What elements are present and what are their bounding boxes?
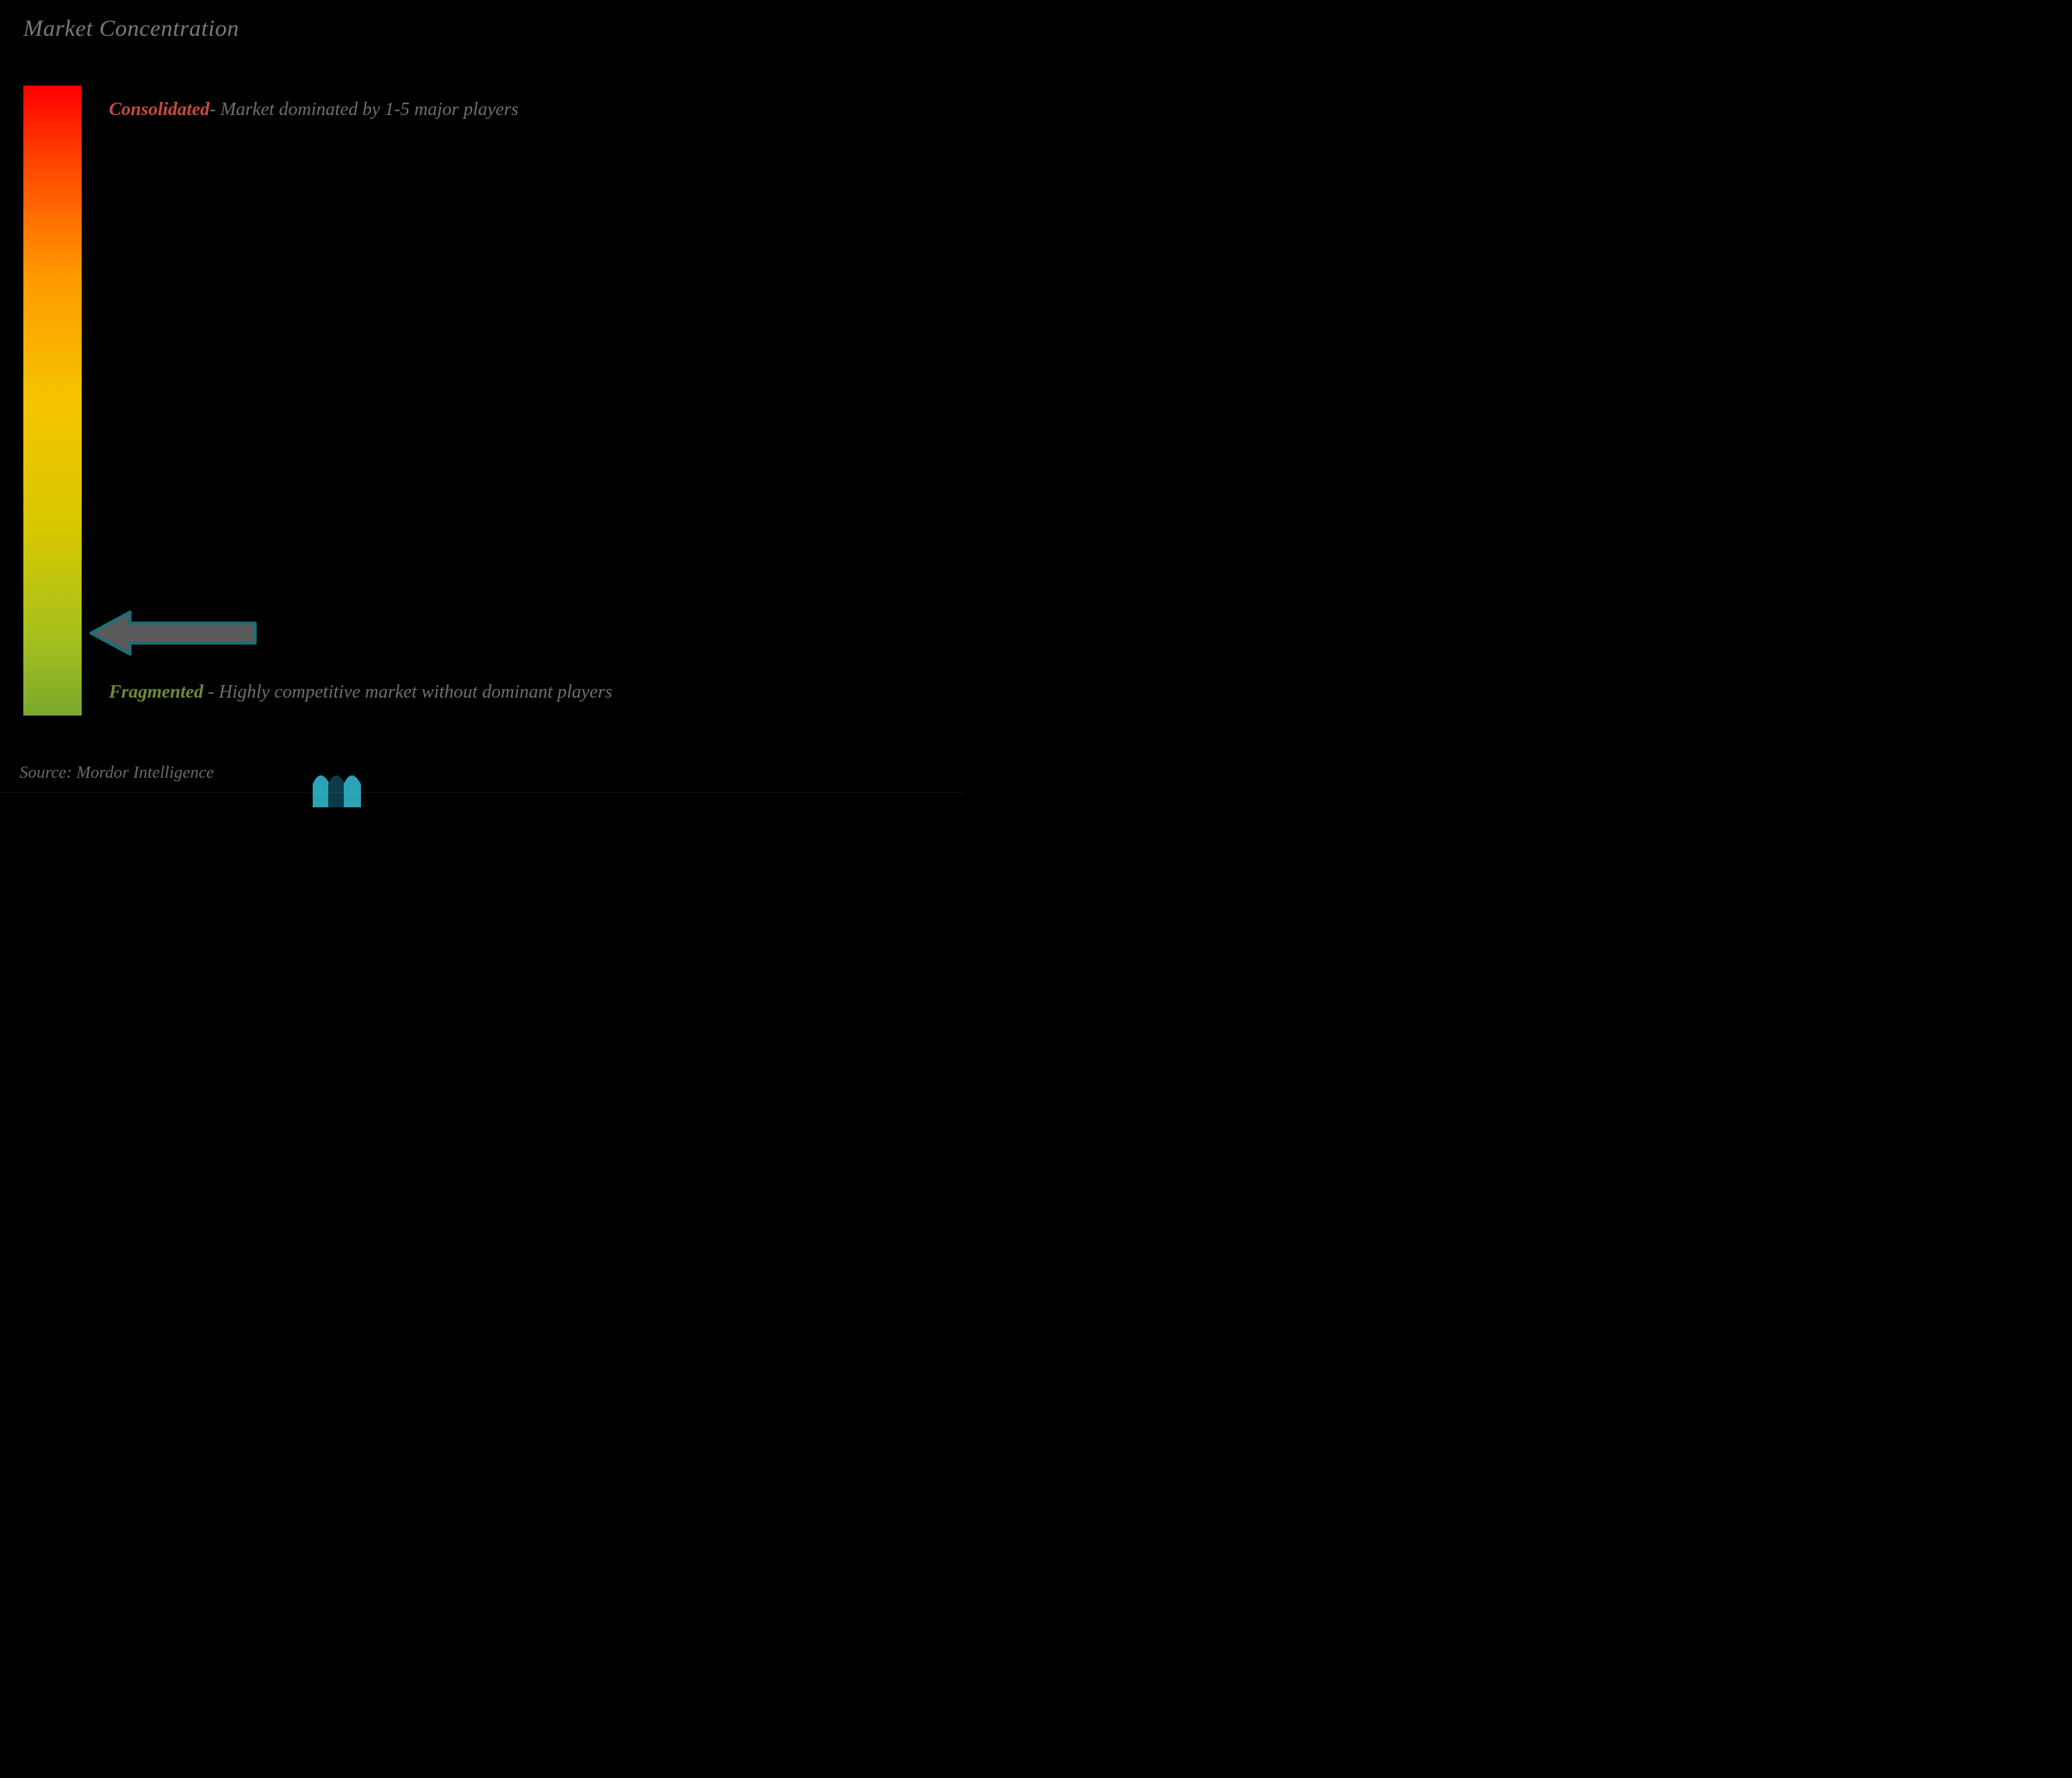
source-value: Mordor Intelligence (76, 762, 214, 782)
indicator-arrow (89, 611, 257, 660)
consolidated-label: Consolidated- Market dominated by 1-5 ma… (109, 97, 519, 124)
arrow-left-icon (89, 611, 257, 656)
source-attribution: Source: Mordor Intelligence (19, 762, 214, 782)
bottom-crop-line (0, 792, 964, 793)
fragmented-desc: - Highly competitive market without domi… (203, 682, 612, 702)
concentration-gradient-bar (23, 86, 82, 716)
consolidated-term: Consolidated (109, 100, 209, 120)
fragmented-label: Fragmented - Highly competitive market w… (109, 677, 612, 709)
source-label: Source: (19, 762, 76, 782)
consolidated-desc: - Market dominated by 1-5 major players (209, 100, 518, 120)
fragmented-term: Fragmented (109, 682, 203, 702)
chart-title: Market Concentration (23, 16, 239, 42)
chart-container: Market Concentration Consolidated- Marke… (0, 0, 964, 828)
